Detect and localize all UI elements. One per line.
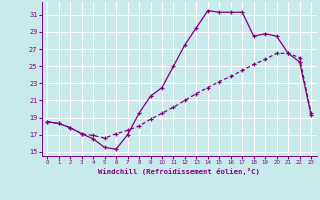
X-axis label: Windchill (Refroidissement éolien,°C): Windchill (Refroidissement éolien,°C): [98, 168, 260, 175]
